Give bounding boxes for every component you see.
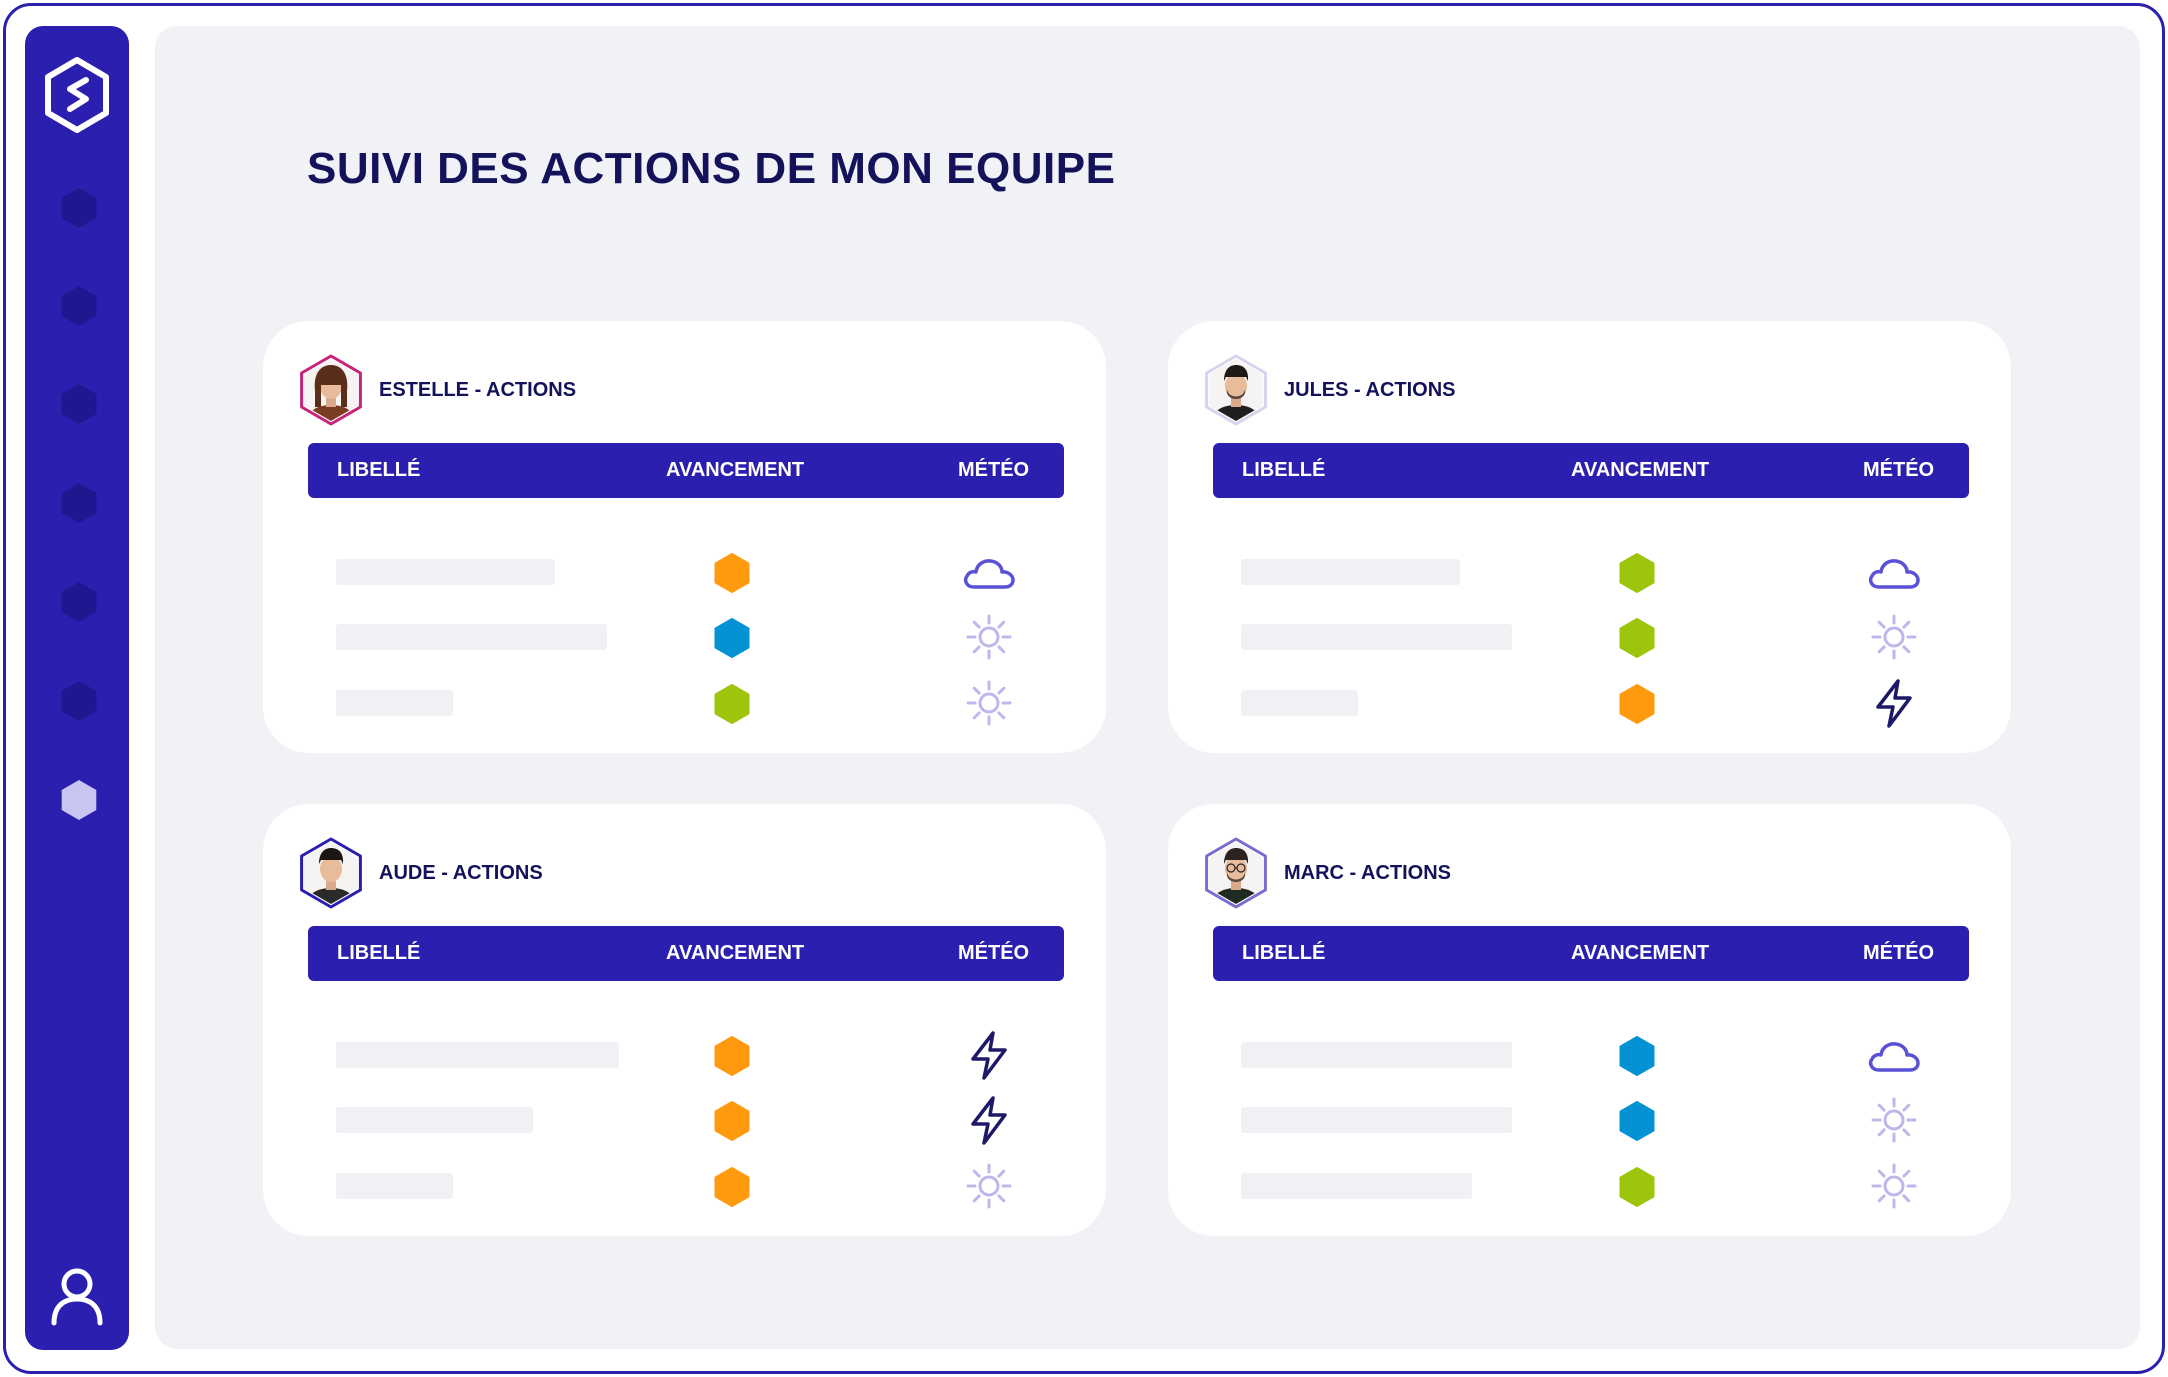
column-header-meteo[interactable]: MÉTÉO [1863, 942, 1935, 964]
nav-item-5[interactable] [60, 580, 98, 624]
table-row[interactable] [263, 670, 1106, 736]
label-placeholder [336, 690, 453, 716]
status-hexagon-orange [714, 1167, 750, 1207]
sidebar [25, 26, 129, 1350]
column-header-libelle[interactable]: LIBELLÉ [1242, 942, 1326, 964]
card-title: ESTELLE - ACTIONS [379, 379, 577, 401]
column-header-avancement[interactable]: AVANCEMENT [666, 942, 805, 964]
table-row[interactable] [263, 539, 1106, 605]
sun-icon [966, 1163, 1012, 1209]
lightning-icon [971, 1031, 1007, 1080]
nav-item-7[interactable] [60, 778, 98, 822]
table-header: LIBELLÉ AVANCEMENT MÉTÉO [308, 443, 1064, 498]
status-hexagon-green [1619, 1167, 1655, 1207]
label-placeholder [336, 1042, 619, 1068]
table-row[interactable] [1168, 670, 2011, 736]
table-header: LIBELLÉ AVANCEMENT MÉTÉO [1213, 926, 1969, 981]
label-placeholder [1241, 690, 1358, 716]
actions-card: JULES - ACTIONS LIBELLÉ AVANCEMENT MÉTÉO [1168, 321, 2011, 753]
column-header-libelle[interactable]: LIBELLÉ [337, 459, 421, 481]
table-row[interactable] [1168, 1153, 2011, 1219]
sun-icon [1871, 614, 1917, 660]
table-row[interactable] [1168, 1022, 2011, 1088]
status-hexagon-green [1619, 618, 1655, 658]
nav-item-4[interactable] [60, 481, 98, 525]
card-title: JULES - ACTIONS [1284, 379, 1456, 401]
cloud-icon [1868, 1042, 1920, 1072]
lightning-icon [971, 1096, 1007, 1145]
label-placeholder [1241, 1173, 1472, 1199]
label-placeholder [1241, 1107, 1512, 1133]
column-header-avancement[interactable]: AVANCEMENT [666, 459, 805, 481]
actions-card: MARC - ACTIONS LIBELLÉ AVANCEMENT MÉTÉO [1168, 804, 2011, 1236]
status-hexagon-blue [1619, 1036, 1655, 1076]
card-title: AUDE - ACTIONS [379, 862, 543, 884]
cloud-icon [1868, 559, 1920, 589]
label-placeholder [1241, 624, 1512, 650]
table-header: LIBELLÉ AVANCEMENT MÉTÉO [308, 926, 1064, 981]
column-header-avancement[interactable]: AVANCEMENT [1571, 942, 1710, 964]
status-hexagon-orange [714, 553, 750, 593]
actions-card: ESTELLE - ACTIONS LIBELLÉ AVANCEMENT MÉTÉO [263, 321, 1106, 753]
nav-item-6[interactable] [60, 679, 98, 723]
column-header-libelle[interactable]: LIBELLÉ [1242, 459, 1326, 481]
label-placeholder [336, 1173, 453, 1199]
label-placeholder [336, 1107, 533, 1133]
column-header-meteo[interactable]: MÉTÉO [958, 942, 1030, 964]
status-hexagon-orange [714, 1101, 750, 1141]
column-header-libelle[interactable]: LIBELLÉ [337, 942, 421, 964]
column-header-avancement[interactable]: AVANCEMENT [1571, 459, 1710, 481]
avatar [1205, 354, 1267, 426]
status-hexagon-orange [1619, 684, 1655, 724]
table-row[interactable] [263, 1022, 1106, 1088]
table-row[interactable] [263, 604, 1106, 670]
table-header: LIBELLÉ AVANCEMENT MÉTÉO [1213, 443, 1969, 498]
sun-icon [966, 614, 1012, 660]
table-row[interactable] [1168, 1087, 2011, 1153]
nav-item-1[interactable] [60, 186, 98, 230]
column-header-meteo[interactable]: MÉTÉO [958, 459, 1030, 481]
avatar [300, 837, 362, 909]
nav-item-3[interactable] [60, 382, 98, 426]
sun-icon [1871, 1163, 1917, 1209]
page-title: SUIVI DES ACTIONS DE MON EQUIPE [307, 144, 1116, 193]
actions-card: AUDE - ACTIONS LIBELLÉ AVANCEMENT MÉTÉO [263, 804, 1106, 1236]
label-placeholder [1241, 559, 1460, 585]
sun-icon [966, 680, 1012, 726]
cloud-icon [963, 559, 1015, 589]
label-placeholder [336, 624, 607, 650]
avatar [300, 354, 362, 426]
column-header-meteo[interactable]: MÉTÉO [1863, 459, 1935, 481]
main-panel: SUIVI DES ACTIONS DE MON EQUIPE ESTELLE … [155, 26, 2140, 1349]
table-row[interactable] [263, 1087, 1106, 1153]
logo-icon[interactable] [42, 56, 112, 134]
nav-item-2[interactable] [60, 284, 98, 328]
table-row[interactable] [1168, 604, 2011, 670]
label-placeholder [1241, 1042, 1512, 1068]
status-hexagon-green [1619, 553, 1655, 593]
status-hexagon-blue [1619, 1101, 1655, 1141]
status-hexagon-blue [714, 618, 750, 658]
status-hexagon-green [714, 684, 750, 724]
card-title: MARC - ACTIONS [1284, 862, 1452, 884]
label-placeholder [336, 559, 555, 585]
status-hexagon-orange [714, 1036, 750, 1076]
table-row[interactable] [1168, 539, 2011, 605]
avatar [1205, 837, 1267, 909]
lightning-icon [1876, 679, 1912, 728]
table-row[interactable] [263, 1153, 1106, 1219]
user-icon[interactable] [50, 1266, 104, 1326]
sun-icon [1871, 1097, 1917, 1143]
